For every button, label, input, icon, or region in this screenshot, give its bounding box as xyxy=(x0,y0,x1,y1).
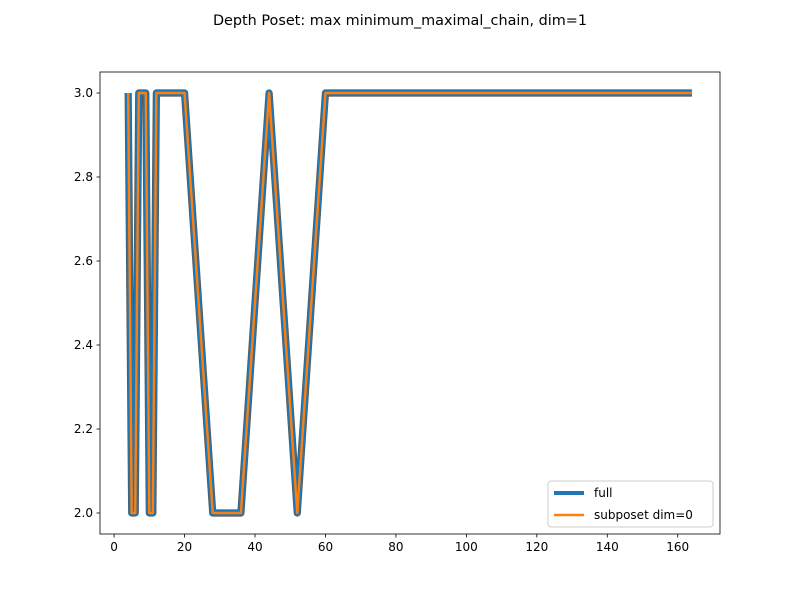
series-layer xyxy=(124,89,692,517)
y-tick-label: 2.2 xyxy=(74,422,93,436)
axis-layer: 0 20 40 60 80 100 120 140 160 2.0 2.2 2.4 2.6 2.8 3.0 xyxy=(74,86,689,554)
x-tick-label: 80 xyxy=(388,540,403,554)
y-tick-label: 2.0 xyxy=(74,506,93,520)
x-tick-label: 60 xyxy=(318,540,333,554)
x-tick-label: 20 xyxy=(177,540,192,554)
legend: full subposet dim=0 xyxy=(547,480,714,528)
chart-title: Depth Poset: max minimum_maximal_chain, … xyxy=(213,13,587,29)
y-tick-label: 2.6 xyxy=(74,254,93,268)
plot-frame xyxy=(99,71,721,535)
plot-area xyxy=(100,72,720,534)
y-tick-label: 2.8 xyxy=(74,170,93,184)
y-tick-label: 3.0 xyxy=(74,86,93,100)
legend-label-full: full xyxy=(594,486,613,500)
series-line-subposet xyxy=(126,91,692,515)
legend-box xyxy=(547,480,714,528)
x-tick-label: 120 xyxy=(525,540,548,554)
x-tick-label: 40 xyxy=(247,540,262,554)
x-tick-label: 160 xyxy=(666,540,689,554)
y-tick-label: 2.4 xyxy=(74,338,93,352)
x-tick-label: 140 xyxy=(596,540,619,554)
legend-label-subposet: subposet dim=0 xyxy=(594,508,693,522)
x-tick-label: 100 xyxy=(455,540,478,554)
x-tick-label: 0 xyxy=(110,540,118,554)
